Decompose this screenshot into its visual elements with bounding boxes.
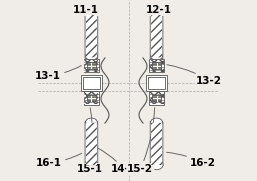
Text: 15-2: 15-2 — [127, 108, 155, 174]
Ellipse shape — [85, 160, 98, 170]
Text: 13-2: 13-2 — [167, 65, 222, 86]
Text: 16-2: 16-2 — [167, 152, 216, 168]
Bar — [152, 62, 161, 69]
Text: 11-1: 11-1 — [73, 5, 99, 21]
Text: 13-1: 13-1 — [35, 66, 81, 81]
Bar — [85, 92, 98, 104]
FancyBboxPatch shape — [85, 14, 98, 59]
Ellipse shape — [150, 8, 163, 18]
Bar — [87, 62, 96, 69]
Bar — [148, 77, 165, 89]
Bar — [87, 95, 96, 101]
FancyBboxPatch shape — [86, 123, 97, 165]
Text: 14-1: 14-1 — [97, 148, 137, 174]
Ellipse shape — [86, 52, 97, 60]
Bar — [80, 75, 102, 90]
Bar — [149, 59, 164, 72]
Bar — [150, 92, 163, 104]
Ellipse shape — [150, 160, 163, 170]
Ellipse shape — [151, 118, 162, 126]
Ellipse shape — [151, 52, 162, 60]
Bar — [146, 75, 167, 90]
FancyBboxPatch shape — [151, 123, 162, 165]
Bar — [84, 59, 99, 72]
Bar — [85, 60, 98, 72]
FancyBboxPatch shape — [150, 14, 163, 59]
Bar — [84, 91, 99, 105]
Bar — [152, 95, 161, 101]
FancyBboxPatch shape — [86, 15, 97, 57]
FancyBboxPatch shape — [85, 121, 98, 167]
FancyBboxPatch shape — [150, 121, 163, 167]
Text: 15-1: 15-1 — [77, 108, 103, 174]
Bar — [83, 77, 100, 89]
Bar — [150, 60, 163, 72]
Ellipse shape — [85, 8, 98, 18]
Bar — [149, 91, 164, 105]
Text: 12-1: 12-1 — [145, 5, 171, 21]
Ellipse shape — [86, 118, 97, 126]
FancyBboxPatch shape — [151, 15, 162, 57]
Text: 16-1: 16-1 — [36, 153, 82, 168]
